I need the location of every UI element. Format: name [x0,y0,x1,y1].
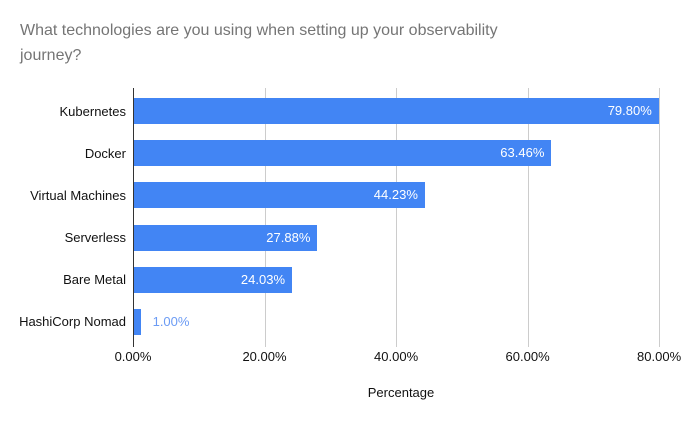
bar-value-label: 27.88% [266,229,311,245]
bar-value-label: 1.00% [152,313,190,329]
category-label: Virtual Machines [30,187,126,203]
chart-title: What technologies are you using when set… [20,18,498,68]
bar[interactable]: 63.46% [134,140,552,167]
bar-value-label: 63.46% [500,145,545,161]
x-tick-label: 60.00% [505,349,550,364]
x-tick-label: 20.00% [242,349,287,364]
category-label: HashiCorp Nomad [19,314,126,330]
gridline [527,88,529,347]
x-tick-label: 40.00% [374,349,419,364]
category-label: Bare Metal [63,272,126,288]
x-axis-title: Percentage [367,385,435,400]
bar[interactable]: 79.80% [134,98,659,125]
gridline [264,88,266,347]
plot-area: 79.80% 63.46% 44.23% 27.88% 24.03% 1.00% [133,88,669,347]
chart-title-line1: What technologies are you using when set… [20,22,498,39]
category-label: Kubernetes [59,103,127,119]
gridline [396,88,398,347]
bar-value-label: 44.23% [373,187,418,203]
bar-value-label: 79.80% [607,103,652,119]
category-label: Docker [84,145,126,161]
bar-value-label: 24.03% [240,271,285,287]
bar[interactable]: 27.88% [134,224,318,251]
x-tick-label: 80.00% [637,349,682,364]
gridline [659,88,661,347]
chart-title-line2: journey? [20,47,82,64]
category-label: Serverless [64,230,126,246]
y-axis-baseline [133,88,134,347]
bar[interactable]: 44.23% [134,182,425,209]
bar[interactable] [134,308,141,335]
bar[interactable]: 24.03% [134,266,292,293]
x-tick-label: 0.00% [114,349,152,364]
